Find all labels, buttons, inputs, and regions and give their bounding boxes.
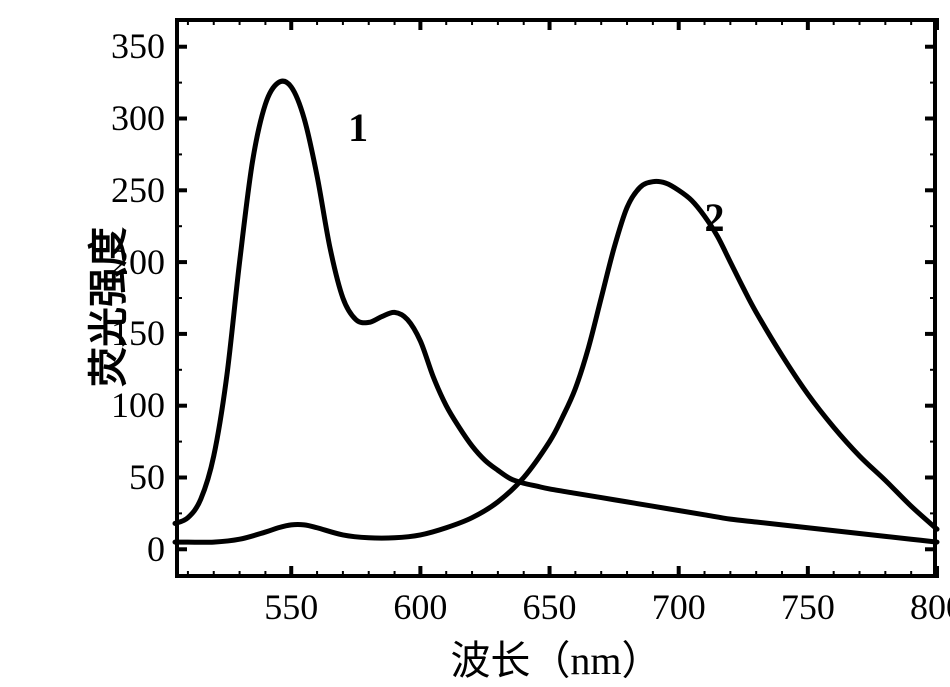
y-tick-label: 350 <box>75 25 165 67</box>
series-1-curve <box>175 81 937 542</box>
y-tick-label: 300 <box>75 97 165 139</box>
y-tick-label: 50 <box>75 456 165 498</box>
x-tick-label: 750 <box>768 586 848 628</box>
series-2-label: 2 <box>705 194 725 241</box>
y-tick-label: 150 <box>75 312 165 354</box>
series-1-label: 1 <box>348 104 368 151</box>
y-tick-label: 250 <box>75 169 165 211</box>
fluorescence-chart: 荧光强度 波长（nm） 1 2 550 600 650 700 750 800 0 50 100… <box>0 0 950 687</box>
x-tick-label: 650 <box>510 586 590 628</box>
y-tick-label: 0 <box>75 528 165 570</box>
x-tick-label: 700 <box>639 586 719 628</box>
y-tick-label: 100 <box>75 384 165 426</box>
x-tick-label: 800 <box>897 586 950 628</box>
x-axis-label: 波长（nm） <box>416 628 696 686</box>
x-tick-label: 550 <box>251 586 331 628</box>
x-tick-label: 600 <box>380 586 460 628</box>
y-axis-label: 荧光强度 <box>76 207 134 407</box>
y-tick-label: 200 <box>75 241 165 283</box>
